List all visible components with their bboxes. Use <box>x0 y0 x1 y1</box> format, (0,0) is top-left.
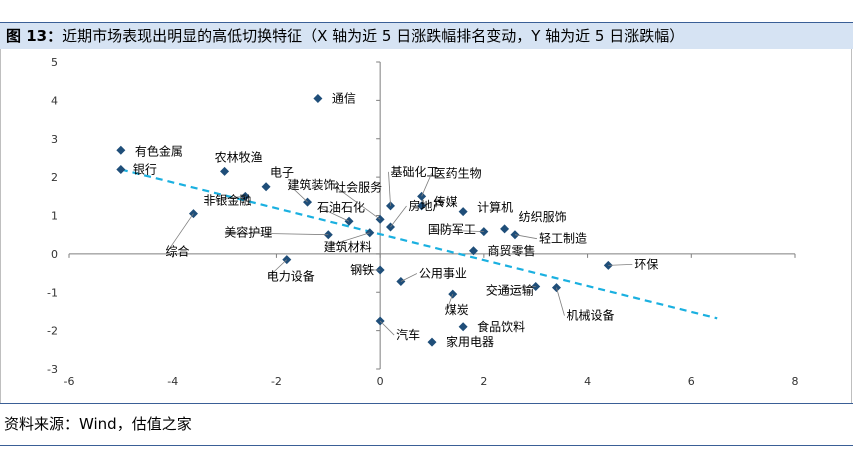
y-tick-label: 0 <box>51 248 58 261</box>
point-label: 汽车 <box>396 327 420 342</box>
label-leader-line <box>400 273 418 282</box>
point-label: 环保 <box>634 257 658 271</box>
point-label: 建筑材料 <box>324 239 372 254</box>
label-leader-line <box>289 184 308 203</box>
source-note: 资料来源：Wind，估值之家 <box>4 415 192 433</box>
y-tick-label: 1 <box>51 210 58 223</box>
point-label: 国防军工 <box>428 222 476 237</box>
point-label: 美容护理 <box>224 225 272 240</box>
label-leader-line <box>556 287 565 316</box>
point-label: 医药生物 <box>434 166 482 180</box>
trendline-group <box>120 168 718 320</box>
point-label: 交通运输 <box>486 282 534 297</box>
point-marker <box>116 164 126 174</box>
point-label: 钢铁 <box>350 263 374 277</box>
x-tick-label: 6 <box>688 375 695 388</box>
label-leader-line <box>514 234 538 240</box>
label-leader-line <box>388 171 391 206</box>
point-label: 基础化工 <box>391 165 439 179</box>
point-label: 建筑装饰 <box>288 177 336 192</box>
point-marker <box>313 93 323 103</box>
point-label: 公用事业 <box>419 267 467 281</box>
point-marker <box>500 224 510 234</box>
point-label: 电力设备 <box>267 270 315 284</box>
label-leader-line <box>390 205 407 228</box>
figure-title: 图 13：近期市场表现出明显的高低切换特征（X 轴为近 5 日涨跌幅排名变动，Y… <box>6 25 684 47</box>
label-leader-line <box>487 286 536 291</box>
figure-title-bar: 图 13：近期市场表现出明显的高低切换特征（X 轴为近 5 日涨跌幅排名变动，Y… <box>0 22 853 49</box>
point-marker <box>417 201 427 211</box>
point-label: 综合 <box>165 244 189 259</box>
point-label: 商贸零售 <box>487 243 535 258</box>
point-marker <box>468 246 478 256</box>
point-marker <box>458 207 468 217</box>
point-label: 电子 <box>270 166 294 180</box>
x-tick-label: 2 <box>480 375 487 388</box>
point-label: 石油石化 <box>317 200 365 214</box>
y-tick-label: 4 <box>51 94 58 107</box>
point-marker <box>603 260 613 270</box>
point-label: 食品饮料 <box>477 319 525 334</box>
point-marker <box>261 182 271 192</box>
figure-title-text: 近期市场表现出明显的高低切换特征（X 轴为近 5 日涨跌幅排名变动，Y 轴为近 … <box>62 27 685 45</box>
point-label: 纺织服饰 <box>519 210 567 224</box>
label-leader-line <box>429 229 484 233</box>
label-leader-line <box>421 173 432 197</box>
x-tick-label: 8 <box>792 375 799 388</box>
point-label: 家用电器 <box>446 334 494 349</box>
point-label: 非银金融 <box>203 192 251 207</box>
y-tick-label: -1 <box>47 286 58 299</box>
point-label: 轻工制造 <box>539 232 587 246</box>
point-label: 银行 <box>133 162 157 176</box>
y-tick-label: -3 <box>47 363 58 376</box>
chart-axes: -6 -4 -2 0 2 4 6 8 -3 -2 -1 0 1 2 3 4 5 <box>47 56 798 388</box>
label-leader-line <box>268 259 288 277</box>
x-tick-label: 0 <box>377 375 384 388</box>
y-tick-label: 2 <box>51 171 58 184</box>
x-tick-label: -4 <box>167 375 178 388</box>
point-label: 通信 <box>332 91 356 105</box>
point-marker <box>427 337 437 347</box>
point-marker <box>458 322 468 332</box>
x-tick-label: 4 <box>584 375 591 388</box>
label-leader-line <box>446 294 454 311</box>
point-label: 农林牧渔 <box>215 150 263 164</box>
label-leader-line <box>608 263 633 266</box>
label-leader-line <box>335 187 381 220</box>
point-label: 计算机 <box>477 200 513 215</box>
source-bar: 资料来源：Wind，估值之家 <box>0 403 853 446</box>
y-tick-label: -2 <box>47 325 58 338</box>
y-tick-label: 3 <box>51 133 58 146</box>
point-label: 社会服务 <box>334 179 382 194</box>
label-leader-line <box>226 232 329 236</box>
label-leader-line <box>318 206 350 222</box>
x-tick-label: -2 <box>271 375 282 388</box>
label-leader-line <box>205 195 246 201</box>
trendline <box>120 168 718 320</box>
point-label: 房地产 <box>409 198 445 213</box>
label-leader-line <box>379 320 395 336</box>
point-label: 机械设备 <box>566 308 614 323</box>
x-tick-label: -6 <box>64 375 75 388</box>
chart-frame: -6 -4 -2 0 2 4 6 8 -3 -2 -1 0 1 2 3 4 5 通信有色金属银行 农林牧渔 电子非银… <box>0 49 852 403</box>
point-marker <box>116 145 126 155</box>
point-marker <box>220 166 230 176</box>
point-label: 煤炭 <box>445 303 469 317</box>
label-leader-line <box>325 232 370 248</box>
label-leader-line <box>167 213 194 252</box>
figure-label: 图 13： <box>6 27 63 45</box>
point-label: 传媒 <box>434 194 458 209</box>
point-label: 有色金属 <box>135 143 183 158</box>
y-tick-label: 5 <box>51 56 58 69</box>
